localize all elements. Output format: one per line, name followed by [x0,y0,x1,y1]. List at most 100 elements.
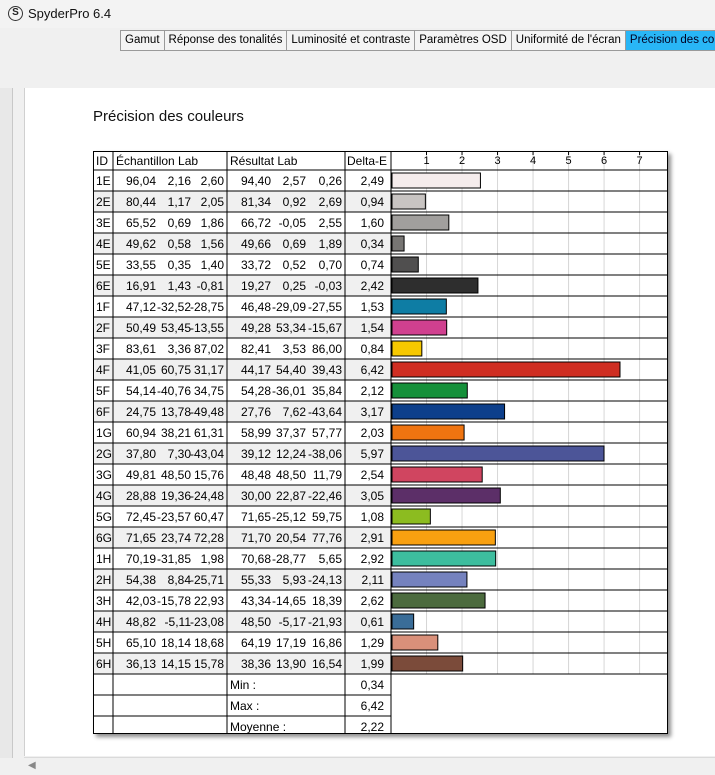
sample-lab-value: -0,81 [197,279,225,293]
chart-tick-label: 7 [637,155,643,167]
sample-lab-value: 22,93 [194,594,224,608]
result-lab-value: 33,72 [241,258,271,272]
header-delta-e: Delta-E [347,154,387,168]
result-lab-value: 58,99 [241,426,271,440]
delta-e-bar [391,382,468,399]
sample-lab-value: 37,80 [126,447,156,461]
tab-5[interactable]: Précision des coul [624,30,715,51]
result-lab-value: 27,76 [241,405,271,419]
tab-2[interactable]: Luminosité et contraste [286,30,415,51]
row-id: 5H [96,636,111,650]
delta-e-value: 1,53 [361,300,385,314]
chart-tick-label: 3 [494,155,500,167]
sample-lab-value: 13,78 [161,405,191,419]
delta-e-value: 2,03 [361,426,385,440]
row-id: 6G [96,531,112,545]
delta-e-bar [391,298,447,315]
sample-lab-value: 60,47 [194,510,224,524]
result-lab-value: 16,54 [312,657,342,671]
sample-lab-value: -15,78 [157,594,191,608]
result-lab-value: 53,34 [276,321,306,335]
delta-e-value: 2,91 [361,531,385,545]
header-sample-lab: Échantillon Lab [116,153,198,168]
result-lab-value: 12,24 [276,447,306,461]
sample-lab-value: 49,62 [126,237,156,251]
result-lab-value: -29,09 [272,300,306,314]
result-lab-value: 66,72 [241,216,271,230]
scroll-left-icon[interactable]: ◀ [28,760,36,771]
sample-lab-value: -23,08 [190,615,224,629]
delta-e-value: 1,29 [361,636,385,650]
chart-tick-label: 1 [423,155,429,167]
sample-lab-value: 15,76 [194,468,224,482]
sample-lab-value: 36,13 [126,657,156,671]
sample-lab-value: -23,57 [157,510,191,524]
result-lab-value: 2,55 [319,216,343,230]
chart-tick-label: 5 [566,155,572,167]
summary-value: 0,34 [361,678,385,692]
sample-lab-value: 1,98 [201,552,225,566]
delta-e-bar [391,361,621,378]
sample-lab-value: 24,75 [126,405,156,419]
row-id: 1H [96,552,111,566]
row-id: 3G [96,468,112,482]
row-shade [93,233,391,254]
result-lab-value: 94,40 [241,174,271,188]
sample-lab-value: 47,12 [126,300,156,314]
result-lab-value: 22,87 [276,489,306,503]
result-lab-value: 48,50 [276,468,306,482]
delta-e-bar [391,571,468,588]
sample-lab-value: 50,49 [126,321,156,335]
result-lab-value: 86,00 [312,342,342,356]
delta-e-bar [391,508,431,525]
result-lab-value: 44,17 [241,363,271,377]
delta-e-value: 1,99 [361,657,385,671]
result-lab-value: 48,50 [241,615,271,629]
horizontal-scrollbar[interactable]: ◀ [24,757,715,774]
chart-tick-label: 6 [601,155,607,167]
row-id: 3F [96,342,110,356]
row-shade [93,611,391,632]
sample-lab-value: 2,16 [168,174,192,188]
tab-3[interactable]: Paramètres OSD [414,30,511,51]
sample-lab-value: -24,48 [190,489,224,503]
result-lab-value: 0,25 [283,279,307,293]
tabs: Gamut Réponse des tonalités Luminosité et … [120,30,715,51]
result-lab-value: 19,27 [241,279,271,293]
row-id: 6E [96,279,111,293]
sample-lab-value: 0,35 [168,258,192,272]
sample-lab-value: 16,91 [126,279,156,293]
result-lab-value: 7,62 [283,405,307,419]
sample-lab-value: 41,05 [126,363,156,377]
sample-lab-value: -31,85 [157,552,191,566]
tab-4[interactable]: Uniformité de l'écran [510,30,625,51]
sample-lab-value: 49,81 [126,468,156,482]
result-lab-value: 30,00 [241,489,271,503]
delta-e-value: 3,17 [361,405,385,419]
row-id: 6H [96,657,111,671]
result-lab-value: -0,03 [315,279,343,293]
sample-lab-value: 54,14 [126,384,156,398]
sample-lab-value: 3,36 [168,342,192,356]
sample-lab-value: 48,82 [126,615,156,629]
sample-lab-value: -32,52 [157,300,191,314]
tab-0[interactable]: Gamut [120,30,164,51]
result-lab-value: 0,69 [283,237,307,251]
sample-lab-value: 61,31 [194,426,224,440]
row-id: 1G [96,426,112,440]
result-lab-value: -43,64 [308,405,342,419]
row-id: 1F [96,300,110,314]
row-id: 4H [96,615,111,629]
header-result-lab: Résultat Lab [230,154,298,168]
result-lab-value: 55,33 [241,573,271,587]
delta-e-bar [391,466,483,483]
result-lab-value: -15,67 [308,321,342,335]
tab-1[interactable]: Réponse des tonalités [163,30,287,51]
delta-e-bar [391,172,481,189]
result-lab-value: 5,93 [283,573,307,587]
sample-lab-value: 72,45 [126,510,156,524]
delta-e-value: 0,34 [361,237,385,251]
result-lab-value: 57,77 [312,426,342,440]
sample-lab-value: 60,75 [161,363,191,377]
result-lab-value: -21,93 [308,615,342,629]
